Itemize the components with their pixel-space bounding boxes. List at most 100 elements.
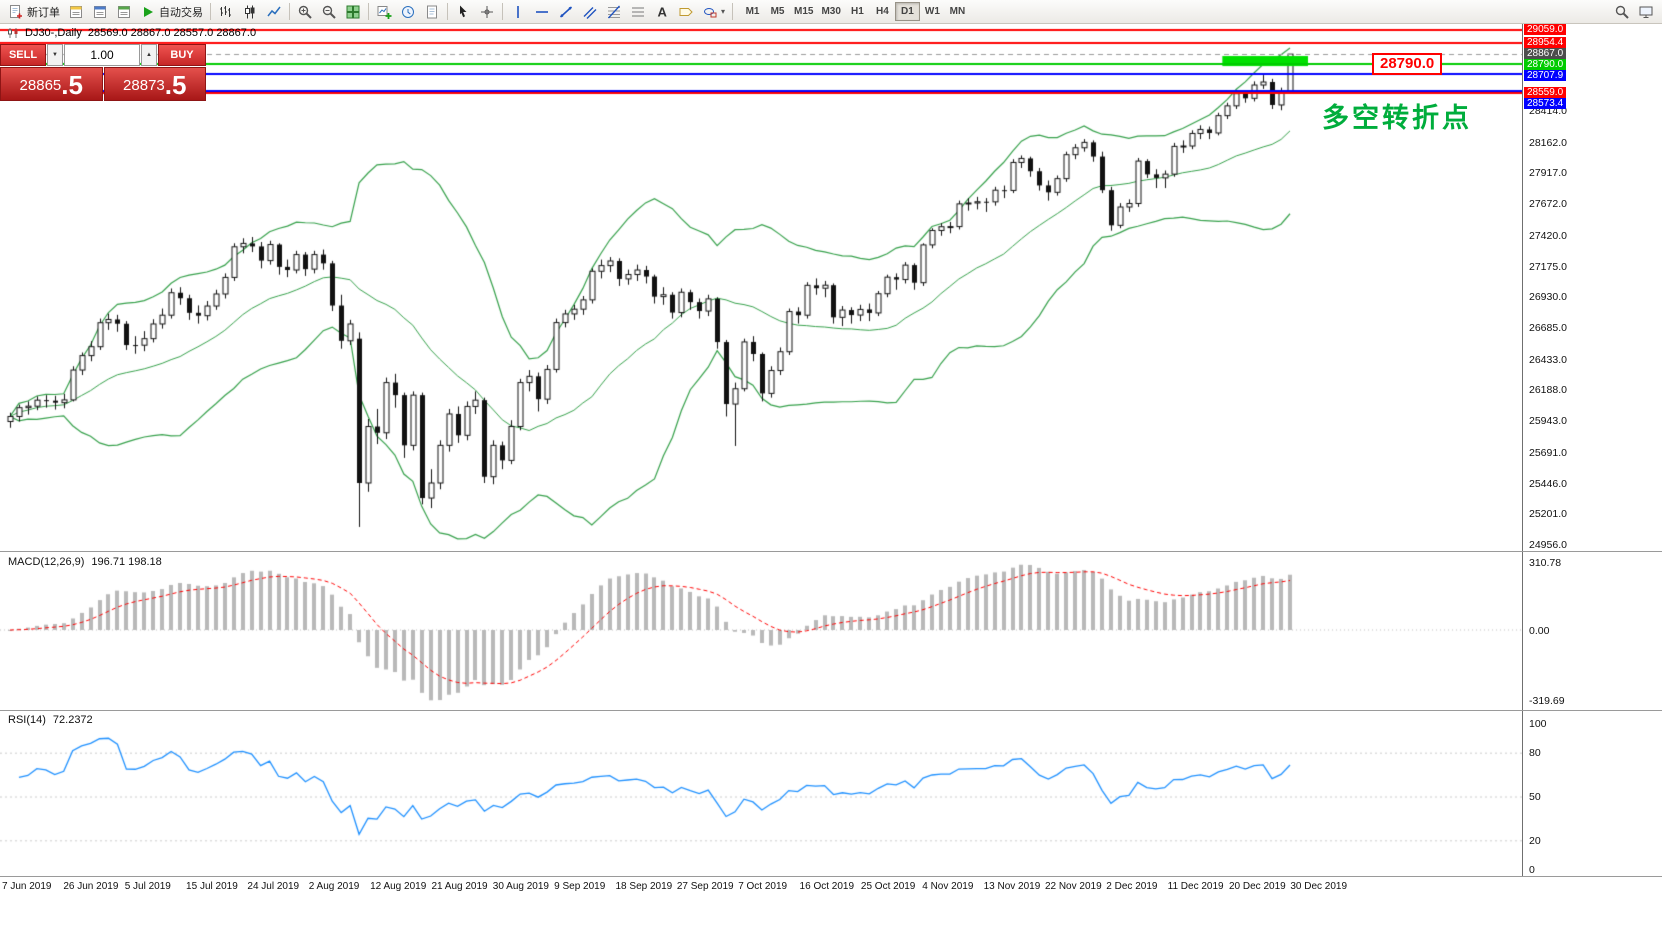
templates-button[interactable] [420, 1, 444, 22]
bid-price-pips: .5 [61, 70, 83, 100]
zoom-out-button[interactable] [317, 1, 341, 22]
vline-icon [517, 5, 519, 18]
lot-increase-button[interactable]: ▲ [141, 44, 157, 66]
trendline-tool-button[interactable] [554, 1, 578, 22]
terminal-button[interactable] [1634, 1, 1658, 22]
chart-ohlc-values: 28569.0 28867.0 28557.0 28867.0 [87, 27, 257, 39]
date-label: 2 Dec 2019 [1106, 881, 1158, 892]
ruler-icon [632, 7, 644, 16]
timeframe-d1-button[interactable]: D1 [894, 2, 920, 21]
price-scale-axis[interactable]: 28414.0 28162.0 27917.0 27672.0 27420.0 27175… [1522, 24, 1662, 876]
date-label: 16 Oct 2019 [799, 881, 855, 892]
ask-price-display[interactable]: 28873 .5 [103, 67, 206, 101]
toolbar-separator [447, 3, 448, 20]
macd-scale-label: 310.78 [1529, 556, 1562, 569]
price-tick-label: 27672.0 [1529, 198, 1567, 211]
price-chart-canvas[interactable] [0, 24, 1522, 551]
cursor-tool-button[interactable] [451, 1, 475, 22]
zoom-in-button[interactable] [293, 1, 317, 22]
trend-icon [559, 5, 573, 18]
new-order-button[interactable]: 新订单 [4, 1, 64, 22]
channel-icon [583, 6, 597, 19]
time-axis[interactable]: 7 Jun 2019 26 Jun 2019 5 Jul 2019 15 Jul 20… [0, 877, 1662, 897]
price-tick-label: 27917.0 [1529, 167, 1567, 180]
timeframe-m30-button[interactable]: M30 [817, 2, 844, 21]
ruler-tool-button[interactable] [626, 1, 650, 22]
date-label: 21 Aug 2019 [431, 881, 488, 892]
rsi-pane-separator[interactable] [0, 710, 1662, 711]
price-level-badge: 28573.4 [1524, 97, 1567, 109]
auto-trading-button[interactable]: 自动交易 [136, 1, 207, 22]
doc-plus-icon [10, 4, 22, 18]
date-label: 20 Dec 2019 [1229, 881, 1286, 892]
candlestick-mode-button[interactable] [238, 1, 262, 22]
main-toolbar: 新订单 自动交易 A ▾ M1 M5 M15 M30 H1 H4 D1 W1 MN [0, 0, 1662, 24]
line-chart-mode-button[interactable] [262, 1, 286, 22]
market-watch-button[interactable] [88, 1, 112, 22]
tile-windows-button[interactable] [341, 1, 365, 22]
bid-price-display[interactable]: 28865 .5 [0, 67, 103, 101]
profiles-button[interactable] [396, 1, 420, 22]
date-label: 11 Dec 2019 [1167, 881, 1224, 892]
sell-button[interactable]: SELL [0, 44, 46, 66]
search-button[interactable] [1610, 1, 1634, 22]
line-chart-icon [267, 6, 281, 16]
data-window-button[interactable] [112, 1, 136, 22]
macd-pane-separator[interactable] [0, 551, 1662, 552]
crosshair-tool-button[interactable] [475, 1, 499, 22]
win-yellow-icon [70, 5, 82, 18]
toolbar-separator [289, 3, 290, 20]
bar-chart-mode-button[interactable] [214, 1, 238, 22]
shapes-tool-button[interactable]: ▾ [698, 1, 729, 22]
timeframe-m1-button[interactable]: M1 [740, 2, 765, 21]
text-tool-button[interactable]: A [650, 1, 674, 22]
ask-price-int: 28873 [123, 77, 165, 94]
timeframe-m5-button[interactable]: M5 [765, 2, 790, 21]
svg-text:A: A [658, 4, 668, 19]
lot-size-input[interactable] [64, 44, 140, 66]
chart-symbol-period: DJ30-,Daily [25, 27, 82, 39]
timeframe-mn-button[interactable]: MN [945, 2, 970, 21]
toolbar-separator [210, 3, 211, 20]
price-level-badge: 28954.4 [1524, 37, 1567, 49]
timeframe-m15-button[interactable]: M15 [790, 2, 817, 21]
bid-price-int: 28865 [19, 77, 62, 94]
fibonacci-tool-button[interactable] [602, 1, 626, 22]
play-icon [144, 6, 153, 17]
price-tick-label: 26433.0 [1529, 353, 1567, 366]
date-label: 4 Nov 2019 [922, 881, 974, 892]
buy-button[interactable]: BUY [158, 44, 206, 66]
date-label: 9 Sep 2019 [554, 881, 606, 892]
clock-icon [402, 5, 414, 18]
macd-pane-canvas[interactable] [0, 552, 1522, 710]
fibo-icon [608, 5, 620, 18]
price-tick-label: 25201.0 [1529, 508, 1567, 521]
shapes-icon [704, 7, 717, 17]
price-callout-28790[interactable]: 28790.0 [1372, 52, 1443, 75]
date-label: 25 Oct 2019 [860, 881, 916, 892]
toolbar-button-label: 新订单 [27, 6, 60, 19]
vertical-line-tool-button[interactable] [506, 1, 530, 22]
channel-tool-button[interactable] [578, 1, 602, 22]
horizontal-line-tool-button[interactable] [530, 1, 554, 22]
chart-ohlc-info: DJ30-,Daily 28569.0 28867.0 28557.0 2886… [7, 27, 256, 39]
timeframe-w1-button[interactable]: W1 [920, 2, 945, 21]
rsi-pane-canvas[interactable] [0, 711, 1522, 876]
candle-chart-icon [245, 5, 255, 18]
chart-annotation-text[interactable]: 多空转折点 [1322, 103, 1472, 133]
toolbar-buttons: 新订单 自动交易 A ▾ [4, 1, 736, 22]
price-tick-label: 24956.0 [1529, 539, 1567, 551]
new-chart-button[interactable] [372, 1, 396, 22]
one-click-trading-panel: SELL ▼ ▲ BUY 28865 .5 28873 .5 [0, 44, 206, 101]
label-tool-button[interactable] [674, 1, 698, 22]
ask-price-pips: .5 [164, 70, 187, 100]
chart-plus-icon [377, 5, 392, 19]
date-label: 26 Jun 2019 [63, 881, 119, 892]
symbols-window-button[interactable] [64, 1, 88, 22]
price-level-badge: 29059.0 [1524, 24, 1567, 36]
win-green-icon [118, 5, 130, 18]
label-icon [679, 7, 693, 16]
timeframe-h1-button[interactable]: H1 [845, 2, 870, 21]
lot-decrease-button[interactable]: ▼ [47, 44, 63, 66]
timeframe-h4-button[interactable]: H4 [870, 2, 895, 21]
